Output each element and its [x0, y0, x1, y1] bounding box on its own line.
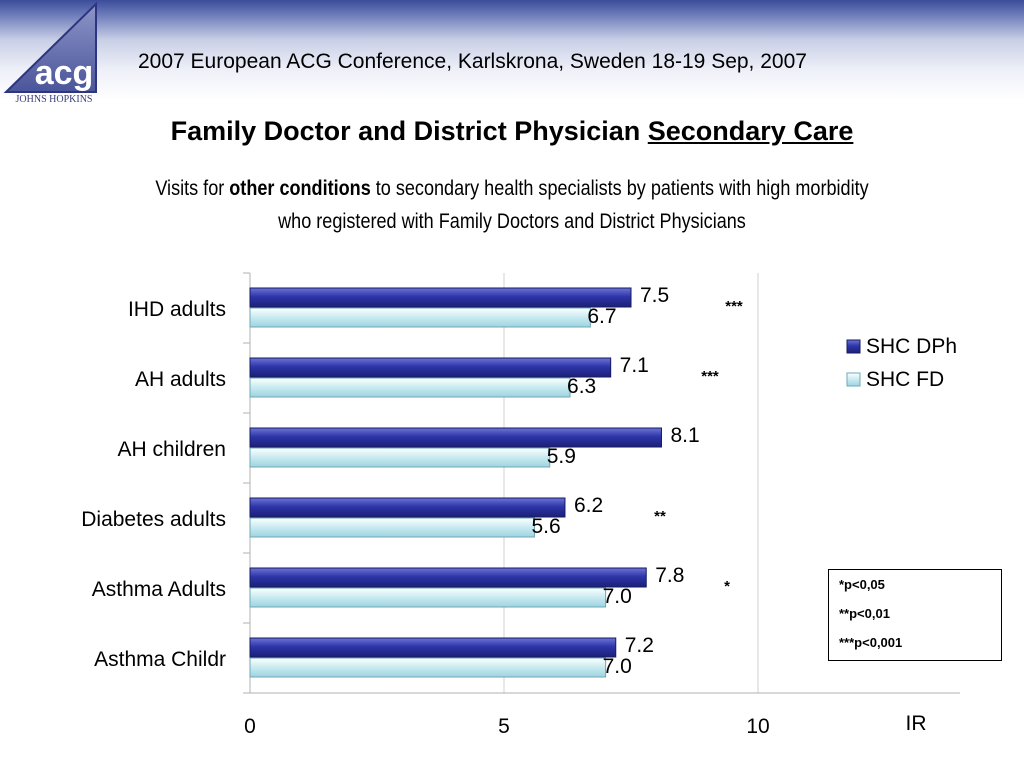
x-tick-label: 10: [746, 715, 769, 738]
significance-marker: **: [654, 508, 666, 525]
significance-marker: ***: [725, 298, 743, 315]
data-label: 5.6: [531, 515, 560, 538]
bar-shc-fd: [249, 587, 607, 608]
data-label: 7.0: [603, 585, 632, 608]
logo-subtext: JOHNS HOPKINS: [16, 94, 93, 104]
bar-shc-fd: [249, 517, 535, 538]
legend-label: SHC DPh: [866, 335, 957, 358]
x-tick-label: 5: [498, 715, 510, 738]
bar-shc-fd: [249, 377, 571, 398]
category-label: Diabetes adults: [81, 508, 226, 531]
bar-shc-fd: [249, 307, 591, 328]
subtitle-line2: who registered with Family Doctors and D…: [278, 210, 746, 233]
note-p01: **p<0,01: [839, 606, 890, 621]
category-label: Asthma Adults: [92, 578, 226, 601]
legend-swatch: [846, 372, 861, 387]
category-label: Asthma Childr: [94, 648, 226, 671]
x-axis-label: IR: [906, 712, 927, 735]
bar-shc-dph: [249, 357, 612, 378]
data-label: 6.2: [574, 494, 603, 517]
significance-notes: *p<0,05 **p<0,01 ***p<0,001: [828, 569, 1002, 661]
logo-text: acg: [35, 54, 94, 92]
data-label: 6.7: [587, 305, 616, 328]
note-p001: ***p<0,001: [839, 635, 903, 650]
conference-title: 2007 European ACG Conference, Karlskrona…: [138, 50, 807, 73]
subtitle-part1: Visits for: [155, 177, 230, 200]
bar-shc-dph: [249, 637, 617, 658]
subtitle-part2: to secondary health specialists by patie…: [370, 177, 869, 200]
bar-shc-fd: [249, 447, 551, 468]
category-label: IHD adults: [128, 298, 226, 321]
significance-marker: ***: [701, 368, 719, 385]
legend-label: SHC FD: [866, 368, 944, 391]
subtitle-bold: other conditions: [229, 177, 371, 200]
bar-shc-dph: [249, 287, 632, 308]
note-p05: *p<0,05: [839, 577, 885, 592]
data-label: 7.1: [620, 354, 649, 377]
category-label: AH adults: [135, 368, 226, 391]
data-label: 6.3: [567, 375, 596, 398]
bar-shc-dph: [249, 567, 647, 588]
data-label: 8.1: [670, 424, 699, 447]
chart-subtitle: Visits for other conditions to secondary…: [89, 172, 935, 238]
data-label: 5.9: [547, 445, 576, 468]
header-banner: [0, 0, 1024, 104]
page-title: Family Doctor and District Physician Sec…: [0, 116, 1024, 147]
bar-shc-dph: [249, 497, 566, 518]
data-label: 7.2: [625, 634, 654, 657]
bar-shc-dph: [249, 427, 662, 448]
x-tick-label: 0: [244, 715, 256, 738]
category-label: AH children: [117, 438, 226, 461]
bar-shc-fd: [249, 657, 607, 678]
title-main: Family Doctor and District Physician: [170, 116, 648, 146]
legend-swatch: [846, 339, 861, 354]
data-label: 7.8: [655, 564, 684, 587]
significance-marker: *: [724, 578, 730, 595]
data-label: 7.0: [603, 655, 632, 678]
acg-logo: acg JOHNS HOPKINS: [3, 2, 97, 104]
title-underlined: Secondary Care: [647, 116, 854, 146]
data-label: 7.5: [640, 284, 669, 307]
